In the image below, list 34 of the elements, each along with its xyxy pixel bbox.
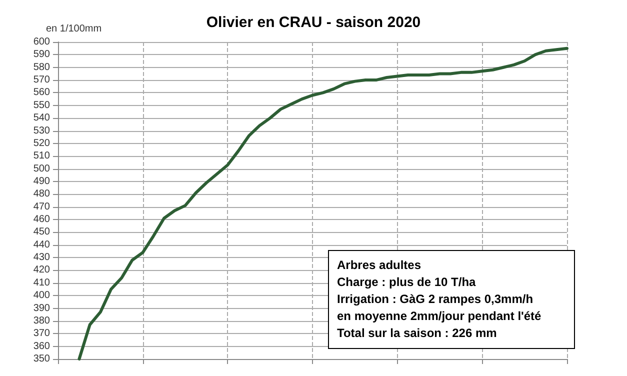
y-tick-label: 370 (33, 328, 50, 340)
y-tick-label: 490 (33, 176, 50, 187)
annotation: Charge : plus de 10 T/ha (337, 274, 477, 291)
y-tick-label: 560 (33, 87, 50, 98)
y-tick-label: 400 (33, 290, 50, 302)
annotation: en moyenne 2mm/jour pendant l'été (337, 308, 542, 325)
y-tick-label: 410 (33, 277, 50, 288)
y-tick-label: 480 (33, 188, 50, 200)
y-tick-label: 390 (33, 302, 50, 314)
y-tick-label: 550 (33, 100, 50, 111)
y-tick-label: 500 (33, 163, 50, 174)
y-tick-label: 570 (33, 74, 50, 86)
y-tick-label: 350 (33, 354, 50, 364)
y-tick-label: 520 (33, 138, 50, 149)
y-tick-label: 590 (33, 49, 50, 60)
annotation: Arbres adultes (337, 257, 422, 274)
y-tick-label: 510 (33, 150, 50, 162)
y-tick-label: 450 (33, 226, 50, 238)
chart-title: Olivier en CRAU - saison 2020 (206, 14, 421, 31)
y-tick-label: 360 (33, 340, 50, 352)
y-tick-label: 460 (33, 214, 50, 226)
y-tick-label: 530 (33, 125, 50, 136)
y-tick-label: 540 (33, 112, 50, 124)
y-tick-label: 580 (33, 62, 50, 73)
y-tick-label: 470 (33, 201, 50, 212)
y-tick-label: 430 (33, 252, 50, 264)
line-series (78, 46, 568, 360)
y-tick-label: 420 (33, 264, 50, 276)
y-tick-label: 380 (33, 315, 50, 326)
y-tick-label: 600 (33, 36, 50, 48)
annotation: Irrigation : GàG 2 rampes 0,3mm/h (337, 291, 534, 308)
y-tick-label: 440 (33, 239, 50, 250)
annotation: Total sur la saison : 226 mm (337, 325, 498, 342)
y-axis-title: en 1/100mm (46, 24, 102, 34)
